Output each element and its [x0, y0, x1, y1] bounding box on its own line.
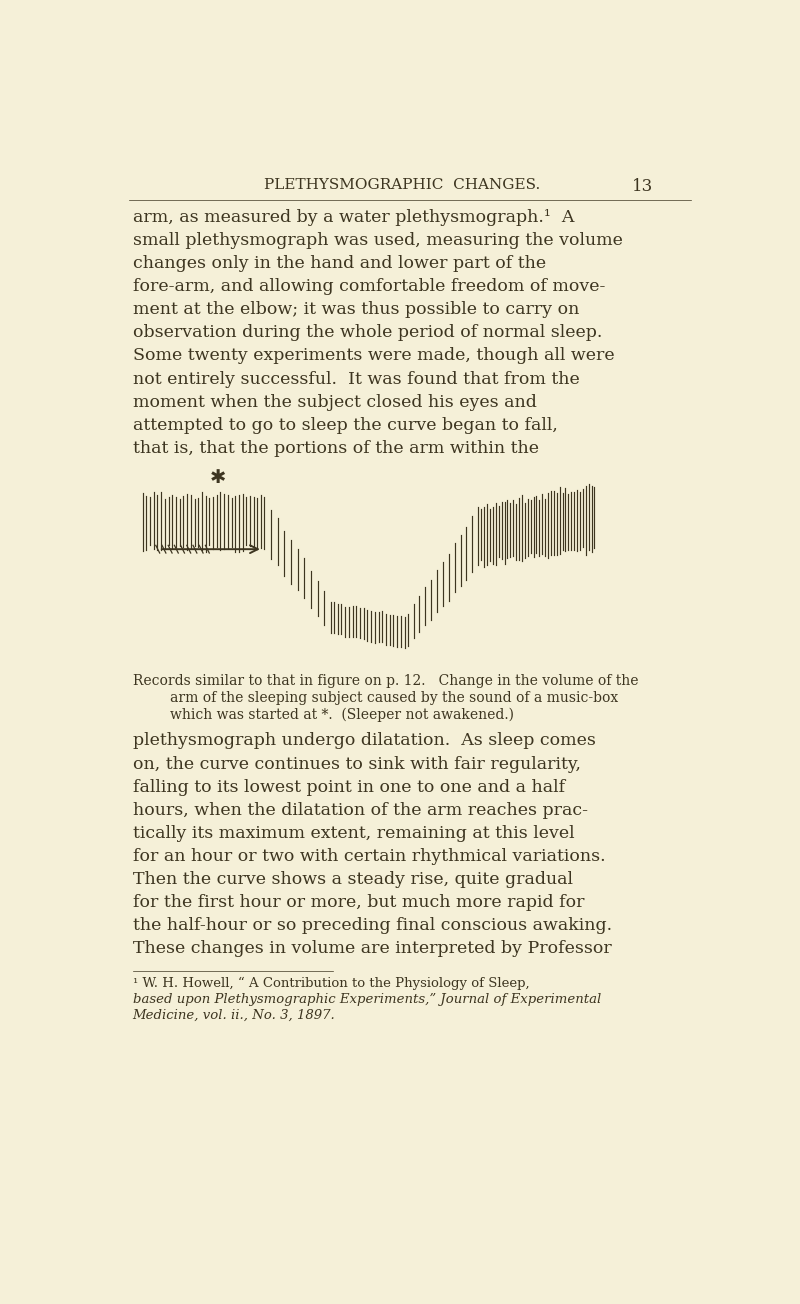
Text: These changes in volume are interpreted by Professor: These changes in volume are interpreted … [133, 940, 611, 957]
Text: Records similar to that in figure on p. 12.   Change in the volume of the: Records similar to that in figure on p. … [133, 674, 638, 689]
Text: based upon Plethysmographic Experiments,” Journal of Experimental: based upon Plethysmographic Experiments,… [133, 992, 601, 1005]
Text: ✱: ✱ [210, 468, 226, 488]
Text: small plethysmograph was used, measuring the volume: small plethysmograph was used, measuring… [133, 232, 622, 249]
Text: attempted to go to sleep the curve began to fall,: attempted to go to sleep the curve began… [133, 417, 558, 434]
Text: 13: 13 [632, 179, 653, 196]
Text: PLETHYSMOGRAPHIC  CHANGES.: PLETHYSMOGRAPHIC CHANGES. [264, 179, 540, 192]
Text: moment when the subject closed his eyes and: moment when the subject closed his eyes … [133, 394, 537, 411]
Text: changes only in the hand and lower part of the: changes only in the hand and lower part … [133, 256, 546, 273]
Text: which was started at *.  (Sleeper not awakened.): which was started at *. (Sleeper not awa… [170, 708, 514, 722]
Text: for the first hour or more, but much more rapid for: for the first hour or more, but much mor… [133, 895, 584, 911]
Text: plethysmograph undergo dilatation.  As sleep comes: plethysmograph undergo dilatation. As sl… [133, 733, 595, 750]
Text: observation during the whole period of normal sleep.: observation during the whole period of n… [133, 325, 602, 342]
Text: arm of the sleeping subject caused by the sound of a music-box: arm of the sleeping subject caused by th… [170, 691, 618, 705]
Text: falling to its lowest point in one to one and a half: falling to its lowest point in one to on… [133, 778, 565, 795]
Text: for an hour or two with certain rhythmical variations.: for an hour or two with certain rhythmic… [133, 848, 605, 865]
Text: not entirely successful.  It was found that from the: not entirely successful. It was found th… [133, 370, 579, 387]
Text: arm, as measured by a water plethysmograph.¹  A: arm, as measured by a water plethysmogra… [133, 209, 574, 226]
Text: ¹ W. H. Howell, “ A Contribution to the Physiology of Sleep,: ¹ W. H. Howell, “ A Contribution to the … [133, 977, 529, 990]
Text: the half-hour or so preceding final conscious awaking.: the half-hour or so preceding final cons… [133, 917, 612, 934]
Text: Then the curve shows a steady rise, quite gradual: Then the curve shows a steady rise, quit… [133, 871, 573, 888]
Text: Medicine, vol. ii., No. 3, 1897.: Medicine, vol. ii., No. 3, 1897. [133, 1009, 335, 1022]
Text: on, the curve continues to sink with fair regularity,: on, the curve continues to sink with fai… [133, 755, 581, 772]
Text: fore-arm, and allowing comfortable freedom of move-: fore-arm, and allowing comfortable freed… [133, 278, 605, 295]
Text: Some twenty experiments were made, though all were: Some twenty experiments were made, thoug… [133, 347, 614, 364]
Text: hours, when the dilatation of the arm reaches prac-: hours, when the dilatation of the arm re… [133, 802, 587, 819]
Text: that is, that the portions of the arm within the: that is, that the portions of the arm wi… [133, 439, 538, 456]
Text: ment at the elbow; it was thus possible to carry on: ment at the elbow; it was thus possible … [133, 301, 579, 318]
Text: tically its maximum extent, remaining at this level: tically its maximum extent, remaining at… [133, 825, 574, 842]
